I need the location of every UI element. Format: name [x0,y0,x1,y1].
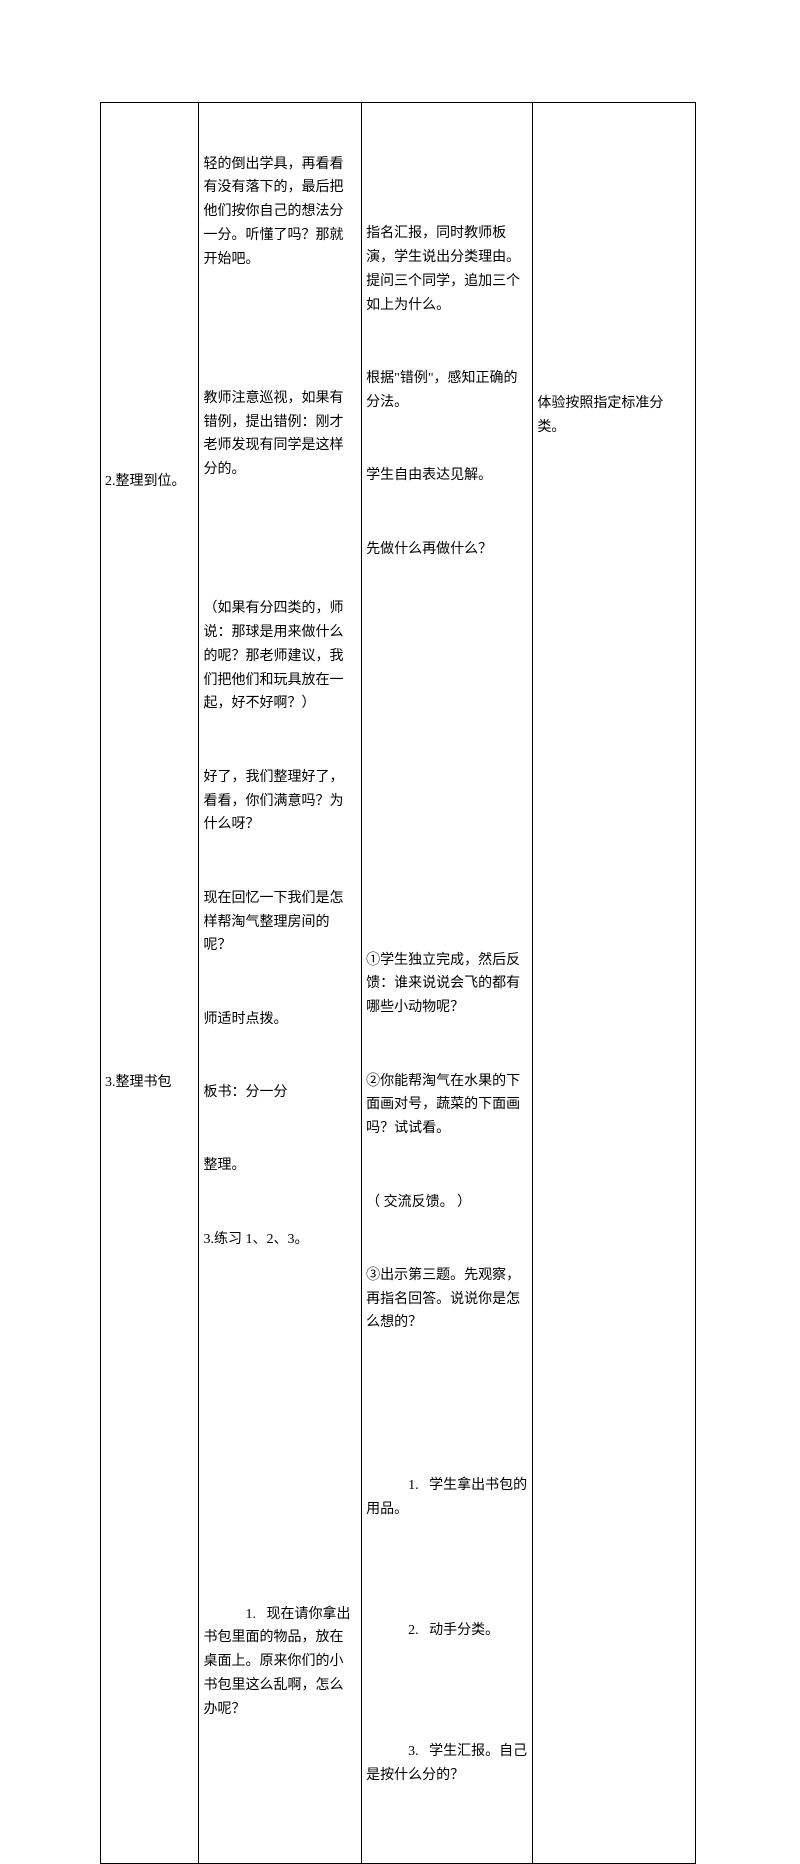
cell-activity-label: 2.整理到位。 3.整理书包 [101,103,199,1864]
activity-3-label: 3.整理书包 [105,1071,194,1095]
teacher-p1: 轻的倒出学具，再看看有没有落下的，最后把他们按你自己的想法分一分。听懂了吗？那就… [203,153,357,272]
li1-text: 学生拿出书包的用品。 [366,1478,527,1517]
li2-prefix: 2. [408,1623,419,1638]
cell-teacher-actions: 轻的倒出学具，再看看有没有落下的，最后把他们按你自己的想法分一分。听懂了吗？那就… [199,103,362,1864]
document-page: 2.整理到位。 3.整理书包 轻的倒出学具，再看看有没有落下的，最后把他们按你自… [0,0,800,1132]
student-r1: ①学生独立完成，然后反馈：谁来说说会飞的都有哪些小动物呢？ [366,949,528,1020]
teacher-p7: 板书：分一分 [203,1081,357,1105]
student-p3: 学生自由表达见解。 [366,464,528,488]
intent-p1: 体验按照指定标准分类。 [537,392,691,440]
student-r4: ③出示第三题。先观察，再指名回答。说说你是怎么想的？ [366,1264,528,1335]
student-r3: （ 交流反馈。 ） [366,1191,528,1215]
q1-prefix: 1. [245,1607,256,1622]
lesson-plan-table: 2.整理到位。 3.整理书包 轻的倒出学具，再看看有没有落下的，最后把他们按你自… [100,102,696,1864]
li1-prefix: 1. [408,1478,419,1493]
student-p1: 指名汇报，同时教师板演，学生说出分类理由。提问三个同学，追加三个如上为什么。 [366,222,528,317]
q1-text: 现在请你拿出书包里面的物品，放在桌面上。原来你们的小书包里这么乱啊，怎么办呢？ [203,1607,350,1717]
table-row: 2.整理到位。 3.整理书包 轻的倒出学具，再看看有没有落下的，最后把他们按你自… [101,103,696,1864]
teacher-p4: 好了，我们整理好了，看看，你们满意吗？为什么呀？ [203,766,357,837]
student-p4: 先做什么再做什么？ [366,538,528,562]
student-li3: 3. 学生汇报。自己是按什么分的？ [366,1716,528,1811]
student-r2: ②你能帮淘气在水果的下面画对号，蔬菜的下面画 吗？试试看。 [366,1070,528,1141]
teacher-p2: 教师注意巡视，如果有错例，提出错例：刚才老师发现有同学是这样分的。 [203,387,357,482]
li3-prefix: 3. [408,1744,419,1759]
li2-text: 动手分类。 [429,1623,499,1638]
teacher-p5: 现在回忆一下我们是怎样帮淘气整理房间的呢？ [203,887,357,958]
teacher-p3: （如果有分四类的，师说：那球是用来做什么的呢？那老师建议，我们把他们和玩具放在一… [203,597,357,716]
activity-2-label: 2.整理到位。 [105,470,194,494]
teacher-p6: 师适时点拨。 [203,1008,357,1032]
li3-text: 学生汇报。自己是按什么分的？ [366,1744,527,1783]
student-p2: 根据"错例"，感知正确的分法。 [366,367,528,415]
cell-design-intent: 体验按照指定标准分类。 [533,103,696,1864]
teacher-p9: 3.练习 1、2、3。 [203,1228,357,1252]
student-li1: 1. 学生拿出书包的用品。 [366,1450,528,1545]
teacher-q1: 1. 现在请你拿出书包里面的物品，放在桌面上。原来你们的小书包里这么乱啊，怎么办… [203,1579,357,1746]
teacher-p8: 整理。 [203,1154,357,1178]
student-li2: 2. 动手分类。 [366,1595,528,1666]
cell-student-actions: 指名汇报，同时教师板演，学生说出分类理由。提问三个同学，追加三个如上为什么。 根… [362,103,533,1864]
